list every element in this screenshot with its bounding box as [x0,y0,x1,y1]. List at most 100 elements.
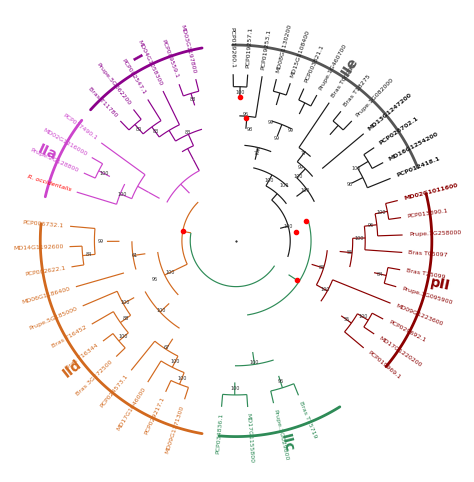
Text: PCP013390.1: PCP013390.1 [407,209,448,219]
Text: 100: 100 [235,91,245,95]
Text: Prupe.1G460700: Prupe.1G460700 [318,43,347,91]
Text: 100: 100 [119,335,128,339]
Text: Prupe.5G062200: Prupe.5G062200 [95,62,132,106]
Text: Prupe.5G185000: Prupe.5G185000 [28,306,78,331]
Text: MD17G1046000: MD17G1046000 [116,386,146,431]
Text: 100: 100 [321,287,330,293]
Text: PCP024573.1: PCP024573.1 [100,374,129,409]
Text: 99: 99 [98,239,104,244]
Text: 88: 88 [190,97,196,102]
Text: Bras T00794: Bras T00794 [331,63,357,99]
Text: 99: 99 [268,120,274,125]
Text: PCP002547.1: PCP002547.1 [120,58,146,95]
Text: 100: 100 [358,314,367,320]
Text: MD09G1171300: MD09G1171300 [164,404,185,454]
Text: Bras T16344: Bras T16344 [65,343,100,371]
Text: MD16G1254200: MD16G1254200 [388,131,439,162]
Text: 100: 100 [354,236,364,241]
Text: 83: 83 [319,265,325,270]
Text: 100: 100 [100,171,109,176]
Text: 98: 98 [346,182,353,187]
Text: PCP034836.1: PCP034836.1 [215,413,223,454]
Text: PCP019257.1: PCP019257.1 [246,27,254,68]
Text: MD09G1223600: MD09G1223600 [395,303,444,327]
Text: IIe: IIe [338,54,361,78]
Text: Bras T16452: Bras T16452 [51,325,88,349]
Text: Prupe.7G258000: Prupe.7G258000 [409,230,461,237]
Text: PCP006732.1: PCP006732.1 [23,220,64,228]
Text: 99: 99 [298,165,304,170]
Text: pII: pII [428,275,451,293]
Text: 84: 84 [377,271,383,277]
Text: 100: 100 [300,188,310,193]
Text: 100: 100 [120,300,130,305]
Text: MD08G1130200: MD08G1130200 [275,24,292,74]
Text: IId: IId [60,357,84,381]
Text: 77: 77 [301,151,307,156]
Text: PCP019260.1: PCP019260.1 [230,27,236,68]
Text: PCP009559.1: PCP009559.1 [161,39,179,79]
Text: Bras T18275: Bras T18275 [343,74,372,108]
Text: 98: 98 [246,127,253,132]
Text: 83: 83 [184,130,191,135]
Text: MD17G1220200: MD17G1220200 [378,335,423,368]
Text: 100: 100 [351,166,360,172]
Text: MD15G1108400: MD15G1108400 [290,29,311,78]
Text: 99: 99 [288,128,294,134]
Text: 96: 96 [367,223,374,228]
Text: MD13G1247200: MD13G1247200 [367,92,413,132]
Text: Bras T15719: Bras T15719 [299,400,318,439]
Text: MD02G1216000: MD02G1216000 [42,127,88,157]
Text: PCP019253.1: PCP019253.1 [261,29,272,70]
Text: R. occidentalis: R. occidentalis [26,174,72,193]
Text: Prupe.2G128800: Prupe.2G128800 [29,147,79,173]
Text: PCP017490.1: PCP017490.1 [62,113,98,141]
Text: 72: 72 [255,147,261,152]
Text: 88: 88 [122,317,128,321]
Text: PCP029217.1: PCP029217.1 [143,396,165,436]
Text: 99: 99 [273,135,280,141]
Text: 100: 100 [249,360,259,365]
Text: 84: 84 [86,253,92,257]
Text: 100: 100 [171,359,180,364]
Text: PCP012418.1: PCP012418.1 [395,156,440,178]
Text: MD14G1192600: MD14G1192600 [13,244,64,251]
Text: PCP026702.1: PCP026702.1 [378,116,419,146]
Text: IIa: IIa [36,142,59,163]
Text: Bras T05097: Bras T05097 [408,250,448,258]
Text: Bras 3G272500: Bras 3G272500 [75,359,113,396]
Text: 100: 100 [279,184,289,188]
Text: Prupe.1G082000: Prupe.1G082000 [355,77,394,118]
Text: Prupe.3G095900: Prupe.3G095900 [401,286,453,305]
Text: IIc: IIc [277,432,295,454]
Text: 96: 96 [152,277,158,282]
Text: MD03G1197800: MD03G1197800 [180,24,197,74]
Text: Bras T25099: Bras T25099 [406,268,446,280]
Text: 100: 100 [118,192,127,197]
Text: 67: 67 [164,345,170,350]
Text: 100: 100 [283,224,293,228]
Text: 72: 72 [254,151,260,156]
Text: 83: 83 [153,130,159,134]
Text: 96: 96 [243,112,249,117]
Text: PCP002622.1: PCP002622.1 [24,266,66,277]
Text: MD02G1011600: MD02G1011600 [403,183,458,201]
Text: 100: 100 [230,386,239,391]
Text: 61: 61 [132,253,138,258]
Text: PCP019969.1: PCP019969.1 [367,350,401,380]
Text: 100: 100 [157,308,166,313]
Text: 55: 55 [347,250,353,255]
Text: 100: 100 [376,210,386,215]
Text: PCP003821.1: PCP003821.1 [304,44,325,84]
Text: 80: 80 [136,127,142,132]
Text: I: I [128,53,143,64]
Text: MD04G1058300: MD04G1058300 [136,39,163,87]
Text: 100: 100 [177,376,187,381]
Text: 100: 100 [293,174,303,179]
Text: 55: 55 [343,317,349,322]
Text: 100: 100 [165,270,175,275]
Text: Bras T11780: Bras T11780 [87,86,118,118]
Text: 96: 96 [277,379,283,384]
Text: PCP029692.1: PCP029692.1 [388,320,426,344]
Text: 100: 100 [264,178,273,183]
